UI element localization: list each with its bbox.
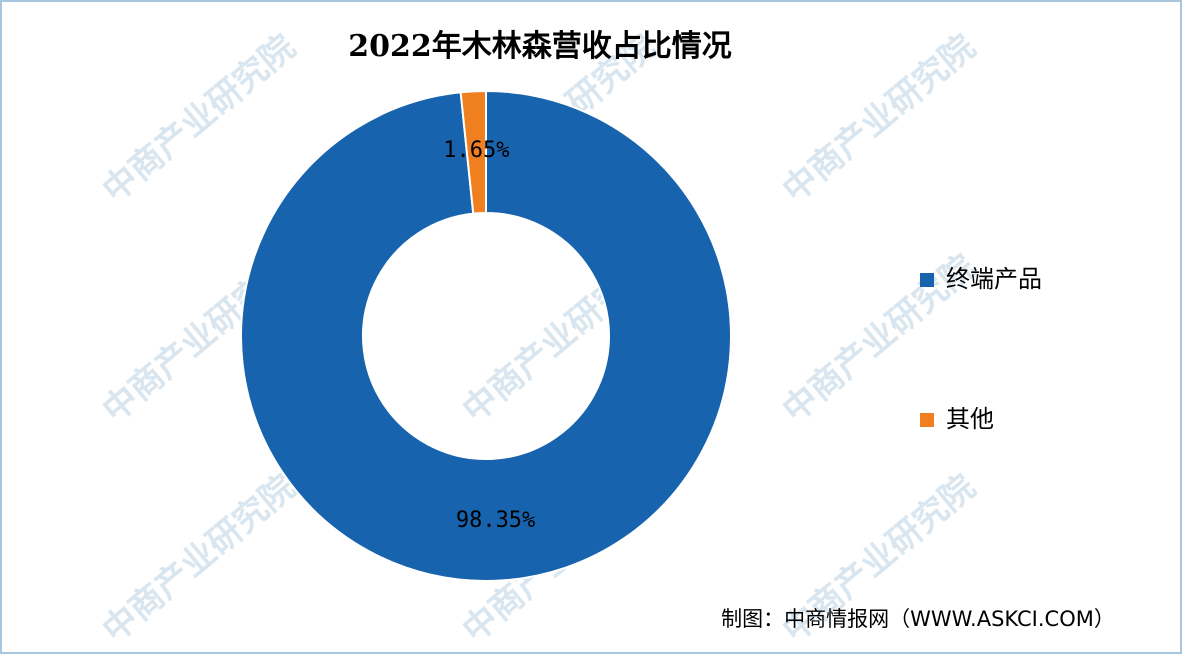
data-label: 1.65%: [443, 138, 509, 163]
pie-slice: [459, 89, 487, 215]
pie-slice: [240, 89, 732, 582]
data-label: 98.35%: [456, 508, 535, 533]
legend-swatch: [920, 273, 934, 287]
source-note: 制图：中商情报网（WWW.ASKCI.COM）: [721, 607, 1115, 631]
legend-label: 其他: [946, 405, 994, 433]
legend-swatch: [920, 413, 934, 427]
chart-title: 2022年木林森营收占比情况: [348, 29, 732, 64]
legend-label: 终端产品: [946, 265, 1042, 293]
